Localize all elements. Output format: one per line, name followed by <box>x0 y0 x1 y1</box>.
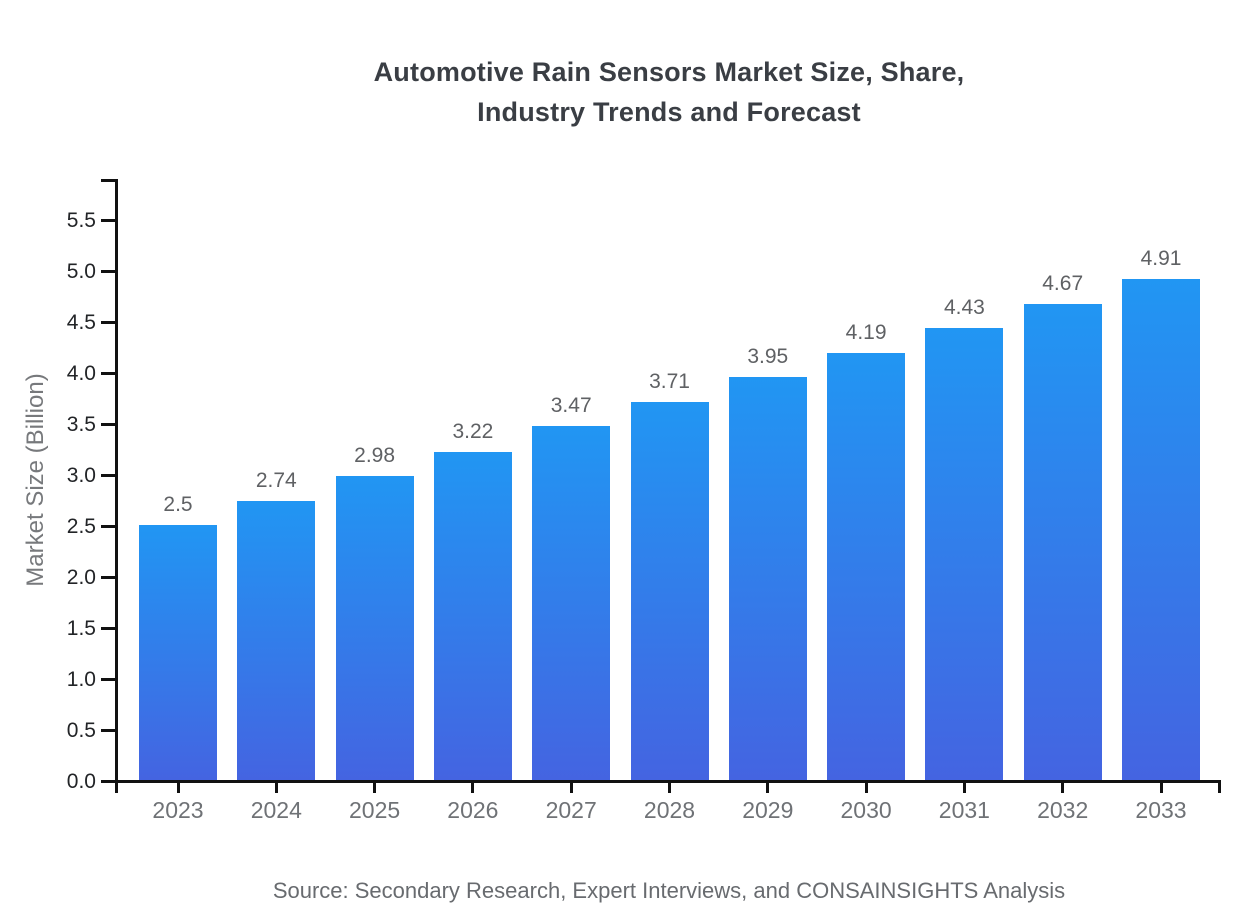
y-axis-top-cap <box>101 179 118 182</box>
y-tick-label: 1.0 <box>66 668 96 691</box>
y-tick-mark <box>101 372 118 375</box>
y-tick-label: 0.5 <box>66 719 96 742</box>
x-tick-mark <box>1159 783 1163 793</box>
bar-value-label: 3.95 <box>747 345 789 369</box>
x-tick-label: 2026 <box>447 797 499 823</box>
y-tick-label: 5.5 <box>66 209 96 232</box>
bar <box>630 401 709 780</box>
x-tick-mark <box>569 783 573 793</box>
bar <box>335 476 414 780</box>
x-tick-mark <box>1061 783 1065 793</box>
y-tick-mark <box>101 729 118 732</box>
y-tick-mark <box>101 474 118 477</box>
x-tick-mark <box>373 783 377 793</box>
x-tick-label: 2033 <box>1135 797 1187 823</box>
x-tick-mark <box>766 783 770 793</box>
chart-title: Automotive Rain Sensors Market Size, Sha… <box>373 57 965 127</box>
bar <box>827 352 906 780</box>
bar <box>728 377 807 780</box>
y-tick-label: 4.0 <box>66 362 96 385</box>
bar-value-label: 4.67 <box>1042 271 1084 295</box>
x-tick-label: 2030 <box>840 797 892 823</box>
bar <box>433 451 512 780</box>
x-tick-label: 2029 <box>742 797 794 823</box>
x-tick-label: 2031 <box>938 797 990 823</box>
y-tick-mark <box>101 678 118 681</box>
bar <box>1122 279 1200 780</box>
y-tick-mark <box>101 627 118 630</box>
y-tick-label: 2.5 <box>66 515 96 538</box>
x-tick-mark <box>962 783 966 793</box>
x-tick-label: 2023 <box>152 797 204 823</box>
y-tick-label: 3.5 <box>66 413 96 436</box>
x-tick-mark <box>864 783 868 793</box>
bar <box>139 525 217 780</box>
y-tick-mark <box>101 525 118 528</box>
bar <box>237 500 316 780</box>
y-tick-label: 5.0 <box>66 260 96 283</box>
bar <box>1023 303 1102 780</box>
bar-value-label: 2.74 <box>255 468 297 492</box>
y-tick-mark <box>101 270 118 273</box>
y-tick-label: 1.5 <box>66 617 96 640</box>
bar-value-label: 4.43 <box>943 296 985 320</box>
x-axis-line <box>115 780 1221 783</box>
bar-value-label: 3.47 <box>550 394 592 418</box>
x-tick-mark <box>274 783 278 793</box>
bar-value-label: 2.98 <box>354 444 396 468</box>
x-tick-label: 2027 <box>545 797 597 823</box>
y-tick-label: 2.0 <box>66 566 96 589</box>
source-note: Source: Secondary Research, Expert Inter… <box>272 878 1066 903</box>
bar-value-label: 4.91 <box>1140 247 1182 271</box>
y-axis-line <box>115 179 118 793</box>
bar-value-label: 2.5 <box>163 493 193 516</box>
y-tick-label: 3.0 <box>66 464 96 487</box>
bar <box>532 426 611 780</box>
x-tick-mark <box>471 783 475 793</box>
y-tick-mark <box>101 576 118 579</box>
y-tick-mark <box>101 423 118 426</box>
y-tick-mark <box>101 780 118 783</box>
x-tick-mark <box>668 783 671 793</box>
y-tick-mark <box>101 321 118 324</box>
y-tick-mark <box>101 219 118 222</box>
x-tick-label: 2028 <box>643 797 696 823</box>
bar <box>925 328 1004 780</box>
y-tick-label: 4.5 <box>66 311 96 334</box>
x-tick-label: 2024 <box>250 797 302 823</box>
bar-value-label: 3.22 <box>452 419 494 443</box>
y-tick-label: 0.0 <box>66 770 96 793</box>
bar-value-label: 3.71 <box>649 369 690 393</box>
x-tick-label: 2025 <box>349 797 401 823</box>
bar-value-label: 4.19 <box>845 320 887 344</box>
x-tick-mark <box>176 783 180 793</box>
x-axis-right-cap <box>1218 780 1221 793</box>
x-tick-label: 2032 <box>1037 797 1089 823</box>
